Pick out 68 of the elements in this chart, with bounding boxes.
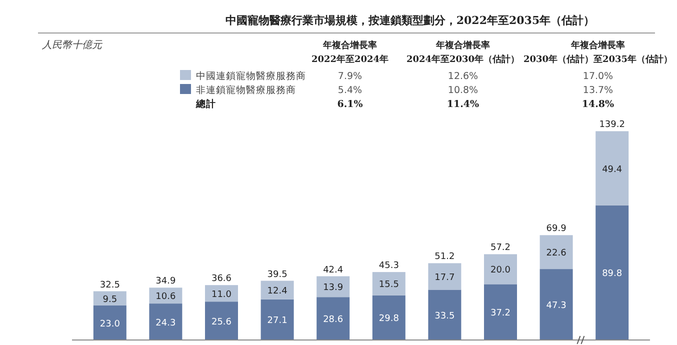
text: 10.8% <box>448 85 478 96</box>
text: 2030年（估計）至2035年（估計） <box>523 54 673 65</box>
text: 年複合增長率 <box>435 40 490 51</box>
bar <box>596 131 629 206</box>
text: 17.0% <box>582 71 614 82</box>
total-label: 34.9 <box>156 276 176 287</box>
bar <box>205 302 238 340</box>
data-label: 24.3 <box>156 318 176 328</box>
total-label: 32.5 <box>100 280 120 290</box>
data-label: 10.6 <box>156 292 176 302</box>
data-label: 20.0 <box>490 266 511 276</box>
data-label: 49.4 <box>602 164 622 175</box>
total-label: 39.5 <box>267 270 288 280</box>
chart-title: 中國寵物醫療行業市場規模，按連鎖類型劃分，2022年至2035年（估計） <box>225 14 595 27</box>
bar <box>93 306 126 340</box>
text: 13.7% <box>582 85 614 96</box>
total-label: 42.4 <box>323 265 344 276</box>
bar <box>372 295 406 340</box>
bar <box>484 254 517 284</box>
bar <box>316 276 350 298</box>
bar <box>428 290 462 340</box>
text: 2022年至2024年 <box>311 54 389 65</box>
data-label: 15.5 <box>378 280 399 290</box>
data-label: 29.8 <box>378 314 400 324</box>
text: 人民幣十億元 <box>41 39 103 51</box>
bar <box>260 299 294 340</box>
bar <box>149 304 182 340</box>
bar <box>316 297 350 340</box>
total-label: 36.6 <box>211 274 232 284</box>
data-label: 17.7 <box>434 272 455 283</box>
total-label: 139.2 <box>599 120 625 130</box>
data-label: 37.2 <box>490 308 511 319</box>
total-label: 45.3 <box>378 261 399 272</box>
bar <box>260 280 294 300</box>
data-label: 13.9 <box>323 283 344 294</box>
data-label: 25.6 <box>211 317 232 328</box>
bar <box>428 263 462 290</box>
bar <box>484 284 517 340</box>
text: 年複合增長率 <box>570 40 625 51</box>
text: 5.4% <box>338 85 362 96</box>
text: 2024年至2030年（估計） <box>406 54 520 65</box>
text: 總計 <box>195 98 216 110</box>
bar <box>372 272 406 296</box>
data-label: 27.1 <box>267 316 288 326</box>
text: 14.8% <box>582 99 614 110</box>
legend-label: 中國連鎖寵物醫療服務商 <box>196 70 306 82</box>
bar <box>540 235 573 270</box>
bar <box>596 205 629 340</box>
text: 年複合增長率 <box>322 40 377 51</box>
bar <box>540 269 573 340</box>
total-label: 57.2 <box>490 243 511 254</box>
text: 6.1% <box>337 99 363 110</box>
data-label: 23.0 <box>100 319 120 330</box>
bar <box>205 285 238 302</box>
total-label: 51.2 <box>434 252 455 262</box>
text: 12.6% <box>448 71 478 82</box>
data-label: 12.4 <box>267 286 288 297</box>
text: 11.4% <box>446 99 480 110</box>
data-label: 11.0 <box>211 290 232 300</box>
data-label: 9.5 <box>102 294 118 305</box>
data-label: 22.6 <box>546 248 567 259</box>
data-label: 33.5 <box>434 311 455 322</box>
total-label: 69.9 <box>546 224 567 234</box>
text: 7.9% <box>338 71 362 82</box>
legend-label: 非連鎖寵物醫療服務商 <box>196 84 296 96</box>
data-label: 89.8 <box>602 269 622 280</box>
data-label: 28.6 <box>323 315 344 326</box>
data-label: 47.3 <box>546 301 566 312</box>
